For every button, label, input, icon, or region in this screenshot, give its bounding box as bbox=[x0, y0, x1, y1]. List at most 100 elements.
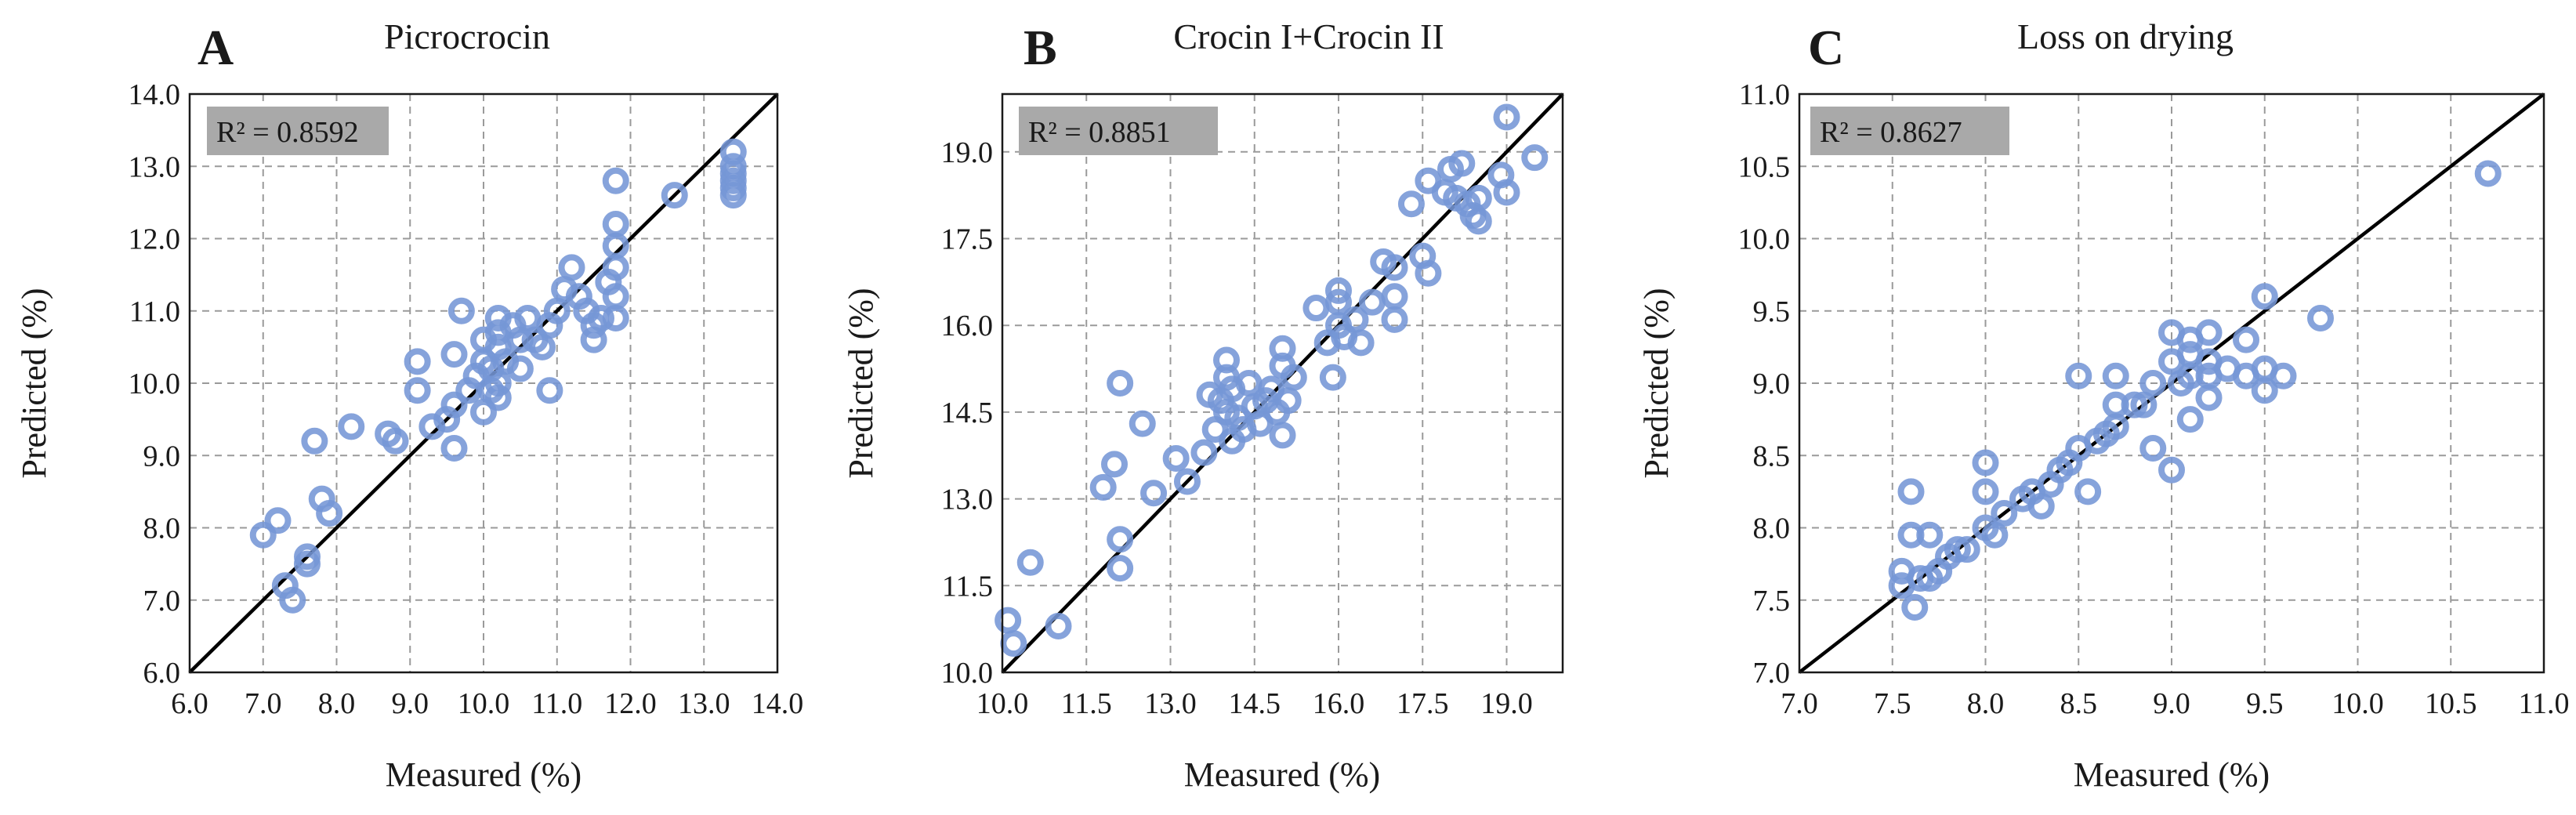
panel-a-point-8 bbox=[316, 500, 343, 527]
panel-c-point-4 bbox=[1901, 593, 1929, 621]
panel-a-point-9 bbox=[338, 413, 365, 440]
panel-b-y-tick-6: 19.0 bbox=[941, 136, 994, 169]
panel-c-x-tick-1: 7.5 bbox=[1874, 687, 1911, 720]
panel-c-point-54 bbox=[2307, 304, 2334, 331]
panel-c-plot-frame bbox=[1798, 92, 2545, 674]
panel-c-x-tick-labels: 7.0 7.5 8.0 8.5 9.0 9.5 10.0 10.5 11.0 bbox=[1781, 687, 2569, 720]
panel-b-x-tick-6: 19.0 bbox=[1480, 687, 1533, 720]
panel-b-point-51 bbox=[1415, 167, 1442, 194]
panel-b-data-points bbox=[995, 103, 1549, 657]
panel-c-point-12 bbox=[1972, 449, 1999, 476]
panel-a-x-tick-4: 10.0 bbox=[458, 687, 510, 720]
panel-a-point-48 bbox=[588, 304, 614, 331]
panel-c-point-2 bbox=[1897, 478, 1925, 505]
panel-b-y-tick-3: 14.5 bbox=[941, 397, 994, 429]
panel-a-y-tick-6: 12.0 bbox=[129, 223, 181, 256]
panel-c-x-tick-3: 8.5 bbox=[2060, 687, 2098, 720]
panel-c-point-37 bbox=[2158, 456, 2185, 484]
panel-b-y-tick-2: 13.0 bbox=[941, 484, 994, 516]
panel-b-x-axis-title: Measured (%) bbox=[1184, 755, 1380, 794]
panel-c-y-tick-1: 7.5 bbox=[1753, 585, 1791, 618]
panel-b-point-60 bbox=[1465, 208, 1492, 235]
panel-a-data-points bbox=[249, 138, 747, 614]
panel-b-point-34 bbox=[1280, 364, 1307, 391]
panel-b-point-26 bbox=[1246, 410, 1274, 437]
panel-b-point-12 bbox=[1173, 468, 1201, 495]
panel-b-point-43 bbox=[1347, 329, 1375, 357]
panel-b-point-10 bbox=[1140, 480, 1168, 507]
panel-a-point-62 bbox=[719, 138, 747, 165]
panel-c-point-6 bbox=[1916, 521, 1944, 549]
panel-c-point-13 bbox=[1972, 478, 1999, 505]
panel-a-point-40 bbox=[536, 377, 563, 404]
panel-c-y-tick-7: 10.5 bbox=[1738, 150, 1791, 183]
panel-a-point-36 bbox=[514, 304, 542, 331]
panel-a-point-51 bbox=[602, 232, 629, 259]
panel-b-y-tick-1: 11.5 bbox=[942, 570, 993, 603]
panel-c-point-15 bbox=[1981, 521, 2009, 549]
panel-b-y-tick-labels: 10.0 11.5 13.0 14.5 16.0 17.5 19.0 bbox=[941, 136, 994, 690]
panel-c-x-tick-8: 11.0 bbox=[2518, 687, 2569, 720]
panel-a-point-18 bbox=[440, 341, 468, 368]
panel-b-point-52 bbox=[1415, 259, 1442, 287]
panel-a-point-0 bbox=[249, 521, 277, 549]
panel-b-point-24 bbox=[1235, 370, 1263, 397]
panel-c-y-tick-5: 9.5 bbox=[1753, 295, 1791, 328]
panel-a-point-6 bbox=[301, 427, 328, 455]
panel-a-point-31 bbox=[484, 384, 512, 411]
panel-b-x-tick-labels: 10.0 11.5 13.0 14.5 16.0 17.5 19.0 bbox=[976, 687, 1533, 720]
panel-c-point-19 bbox=[2027, 492, 2055, 520]
panel-c-x-tick-0: 7.0 bbox=[1781, 687, 1818, 720]
panel-b-point-2 bbox=[1016, 549, 1044, 576]
panel-a-point-34 bbox=[506, 326, 534, 353]
panel-c-y-tick-6: 10.0 bbox=[1738, 223, 1791, 256]
panel-b-point-37 bbox=[1319, 364, 1346, 391]
panel-c-y-tick-2: 8.0 bbox=[1753, 513, 1791, 545]
panel-c-title: Loss on drying bbox=[2017, 16, 2234, 56]
panel-b-point-62 bbox=[1493, 179, 1520, 206]
panel-a-x-tick-3: 9.0 bbox=[392, 687, 429, 720]
panel-a-plot-frame bbox=[188, 92, 779, 674]
panel-b-point-3 bbox=[1045, 612, 1072, 639]
panel-b-r2-label: R² = 0.8851 bbox=[1028, 116, 1171, 149]
panel-b-point-63 bbox=[1493, 103, 1520, 131]
panel-c-x-axis-title: Measured (%) bbox=[2074, 755, 2270, 794]
panel-b-x-tick-3: 14.5 bbox=[1229, 687, 1281, 720]
panel-b-point-28 bbox=[1258, 375, 1285, 403]
panel-a-point-54 bbox=[602, 283, 629, 310]
panel-a-x-axis-title: Measured (%) bbox=[386, 755, 582, 794]
panel-c-point-32 bbox=[2130, 391, 2158, 418]
panel-c-y-tick-8: 11.0 bbox=[1739, 78, 1790, 111]
panel-b-point-13 bbox=[1190, 439, 1218, 466]
panel-b-point-4 bbox=[1089, 473, 1117, 501]
panel-a-point-53 bbox=[602, 167, 629, 194]
panel-a-point-50 bbox=[602, 254, 629, 281]
panel-a-point-38 bbox=[529, 333, 556, 360]
panel-a-picrocrocin: A Picrocrocin 6.0 7.0 8.0 9.0 10.0 11.0 12.0 13… bbox=[15, 16, 803, 794]
panel-c-r2-box bbox=[1810, 107, 2009, 155]
panel-a-x-tick-6: 12.0 bbox=[604, 687, 657, 720]
panel-b-crocin: B Crocin I+Crocin II 10.0 11.5 13.0 14.5 16.… bbox=[842, 16, 1564, 794]
panel-a-r2-box bbox=[207, 107, 389, 155]
panel-a-point-1 bbox=[264, 507, 292, 534]
panel-a-r2-label: R² = 0.8592 bbox=[216, 116, 359, 149]
panel-a-x-tick-2: 8.0 bbox=[318, 687, 356, 720]
panel-c-point-53 bbox=[2270, 362, 2297, 389]
panel-c-point-42 bbox=[2176, 406, 2204, 433]
panel-a-point-35 bbox=[506, 355, 534, 382]
panel-b-y-axis-title: Predicted (%) bbox=[842, 288, 880, 478]
panel-a-point-30 bbox=[484, 370, 512, 397]
panel-c-x-tick-4: 9.0 bbox=[2153, 687, 2190, 720]
panel-b-point-1 bbox=[1000, 630, 1027, 657]
panel-c-y-axis-title: Predicted (%) bbox=[1637, 288, 1676, 478]
panel-b-y-tick-0: 10.0 bbox=[941, 657, 994, 690]
panel-a-y-tick-0: 6.0 bbox=[143, 657, 181, 690]
panel-b-gridlines bbox=[1002, 94, 1563, 672]
panel-b-x-tick-2: 13.0 bbox=[1144, 687, 1197, 720]
panel-a-point-16 bbox=[440, 435, 468, 462]
panel-c-r2-label: R² = 0.8627 bbox=[1820, 116, 1962, 149]
panel-a-y-tick-1: 7.0 bbox=[143, 585, 181, 618]
panel-b-point-56 bbox=[1448, 150, 1476, 177]
panel-c-point-33 bbox=[2139, 370, 2167, 397]
